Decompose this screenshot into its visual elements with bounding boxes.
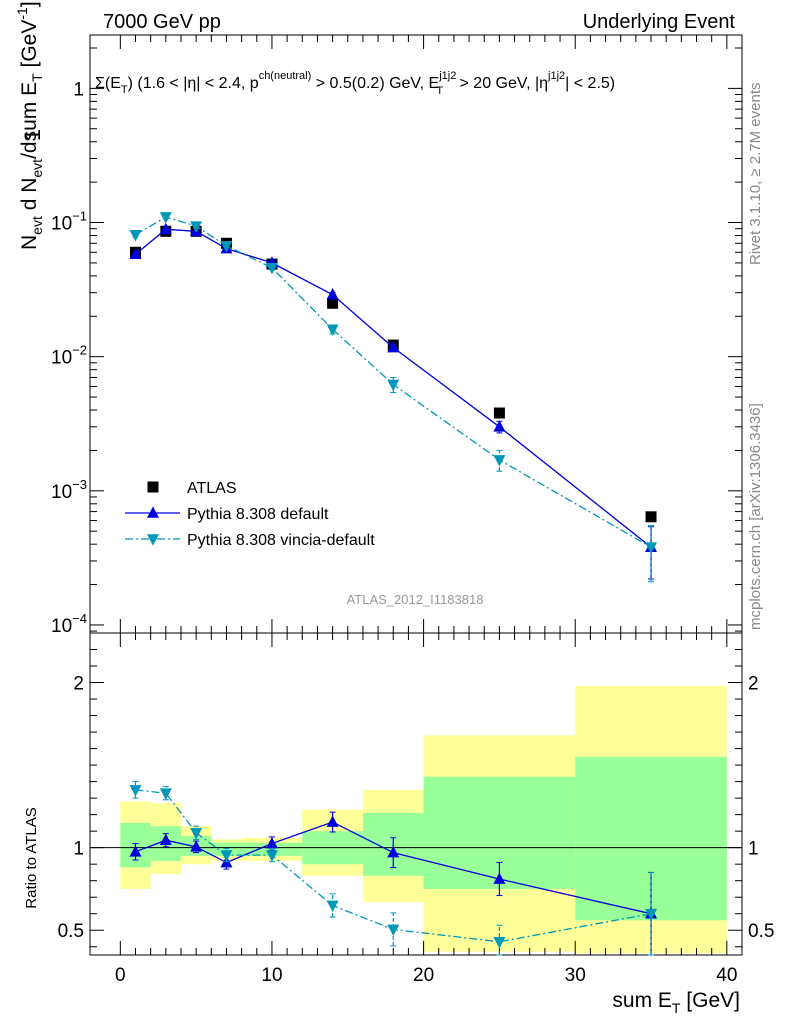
legend-entry: Pythia 8.308 vincia-default bbox=[125, 532, 375, 549]
ratio-xtick-label: 30 bbox=[565, 965, 586, 986]
ratio-xtick-label: 10 bbox=[261, 965, 282, 986]
data-point-triangle-up bbox=[326, 815, 339, 827]
legend: ATLAS Pythia 8.308 default Pythia 8.308 vi… bbox=[125, 480, 375, 549]
ratio-frame bbox=[89, 632, 743, 956]
data-point-triangle-up bbox=[190, 840, 203, 852]
data-point-square bbox=[147, 481, 159, 493]
data-point-triangle-down bbox=[129, 229, 142, 242]
data-point-triangle-up bbox=[129, 247, 142, 260]
legend-entry: Pythia 8.308 default bbox=[125, 506, 329, 523]
data-point-triangle-up bbox=[493, 872, 506, 884]
data-point-triangle-up bbox=[493, 420, 506, 432]
main-series-triangle-up bbox=[129, 222, 658, 580]
ratio-ytick-label-right: 0.5 bbox=[748, 921, 774, 942]
legend-entry: ATLAS bbox=[147, 480, 237, 497]
data-point-triangle-down bbox=[326, 324, 339, 336]
data-point-triangle-up bbox=[265, 836, 278, 849]
legend-label: ATLAS bbox=[187, 480, 237, 497]
legend-label: Pythia 8.308 vincia-default bbox=[187, 532, 375, 549]
data-point-triangle-down bbox=[387, 924, 400, 937]
main-ytick-label: 1 bbox=[73, 79, 84, 100]
data-point-triangle-up bbox=[387, 340, 400, 353]
ratio-ylabel: Ratio to ATLAS bbox=[23, 807, 40, 908]
data-point-triangle-down bbox=[190, 828, 203, 840]
data-point-triangle-down bbox=[147, 534, 159, 546]
data-point-triangle-down bbox=[129, 785, 142, 797]
data-point-square bbox=[327, 297, 339, 309]
main-series-triangle-down bbox=[129, 212, 658, 583]
main-watermark: ATLAS_2012_I1183818 bbox=[347, 592, 484, 607]
ratio-series bbox=[129, 781, 658, 956]
data-point-triangle-up bbox=[387, 846, 400, 858]
ratio-axes: 0.5 0.51 12 20 10 20 30 40 bbox=[58, 632, 774, 986]
ratio-xtick-label: 40 bbox=[716, 965, 737, 986]
main-ytick-label: 10−2 bbox=[51, 343, 87, 369]
main-series bbox=[129, 212, 658, 583]
ratio-uncertainty-bands bbox=[120, 685, 727, 954]
data-point-triangle-down bbox=[645, 542, 658, 554]
main-axes: 10−4 10−3 10−2 10−1 1 bbox=[51, 34, 743, 637]
data-point-square bbox=[645, 511, 657, 523]
data-point-triangle-down bbox=[387, 379, 400, 392]
ratio-ytick-label-left: 1 bbox=[73, 839, 84, 860]
main-series-square bbox=[129, 225, 657, 523]
ratio-ytick-label-left: 2 bbox=[73, 674, 84, 695]
data-point-triangle-up bbox=[159, 222, 172, 235]
data-point-triangle-down bbox=[220, 850, 233, 862]
ratio-ytick-label-left: 0.5 bbox=[58, 921, 84, 942]
data-point-triangle-down bbox=[265, 262, 278, 275]
main-ylabel-text: Nevt d Nevt/dsum ET [GeV-1] bbox=[14, 1, 45, 250]
ratio-xtick-label: 0 bbox=[115, 965, 126, 986]
ratio-series-triangle-down bbox=[129, 781, 658, 956]
data-point-triangle-up bbox=[159, 833, 172, 846]
main-title: Σ(ET) (1.6 < |η| < 2.4, pch(neutral) > 0… bbox=[95, 70, 615, 97]
legend-label: Pythia 8.308 default bbox=[187, 506, 329, 523]
ratio-ytick-label-right: 2 bbox=[748, 674, 759, 695]
svg-text:Nevt d Nevt/dsum ET [GeV-1]: Nevt d Nevt/dsum ET [GeV-1] bbox=[14, 1, 45, 250]
data-point-triangle-down bbox=[190, 221, 203, 233]
side-label-rivet: Rivet 3.1.10, ≥ 2.7M events bbox=[747, 83, 764, 266]
data-point-triangle-up bbox=[147, 506, 159, 518]
data-point-triangle-down bbox=[159, 212, 172, 224]
data-point-triangle-up bbox=[129, 845, 142, 857]
data-point-triangle-up bbox=[326, 288, 339, 300]
data-point-triangle-down bbox=[493, 936, 506, 949]
data-point-triangle-down bbox=[326, 900, 339, 913]
svg-text:1: 1 bbox=[20, 129, 45, 141]
main-ytick-label: 10−1 bbox=[51, 209, 87, 235]
ratio-xtick-label: 20 bbox=[413, 965, 434, 986]
header-left: 7000 GeV pp bbox=[103, 11, 221, 33]
data-point-square bbox=[493, 407, 505, 419]
data-point-triangle-down bbox=[645, 908, 658, 921]
ratio-ytick-label-right: 1 bbox=[748, 839, 759, 860]
ratio-xlabel: sum ET [GeV] bbox=[612, 989, 740, 1016]
main-ytick-label: 10−4 bbox=[51, 611, 87, 637]
header-right: Underlying Event bbox=[583, 11, 736, 33]
data-point-triangle-down bbox=[265, 850, 278, 862]
main-ytick-label: 10−3 bbox=[51, 477, 87, 503]
side-label-mcplots: mcplots.cern.ch [arXiv:1306.3436] bbox=[747, 403, 764, 630]
data-point-triangle-down bbox=[220, 241, 233, 253]
data-point-triangle-down bbox=[493, 455, 506, 467]
data-point-triangle-down bbox=[159, 788, 172, 800]
main-ylabel: 1 bbox=[20, 129, 45, 141]
